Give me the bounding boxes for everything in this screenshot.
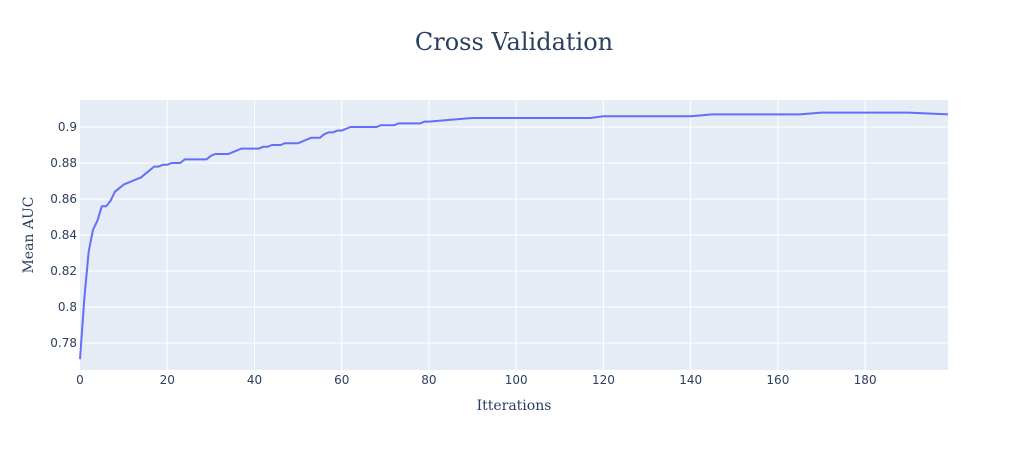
y-tick-label: 0.82: [50, 264, 77, 278]
x-tick-label: 20: [160, 373, 175, 387]
x-tick-label: 140: [679, 373, 702, 387]
x-tick-label: 60: [334, 373, 349, 387]
y-tick-label: 0.8: [58, 300, 77, 314]
y-tick-label: 0.9: [58, 120, 77, 134]
y-tick-label: 0.78: [50, 336, 77, 350]
x-tick-label: 120: [592, 373, 615, 387]
x-tick-label: 100: [505, 373, 528, 387]
y-tick-label: 0.86: [50, 192, 77, 206]
x-tick-label: 160: [766, 373, 789, 387]
x-tick-label: 0: [76, 373, 84, 387]
y-axis-title: Mean AUC: [21, 196, 37, 273]
x-tick-label: 40: [247, 373, 262, 387]
series-line: [79, 111, 949, 360]
y-tick-label: 0.88: [50, 156, 77, 170]
x-tick-labels: 0 20 40 60 80 100 120 140 160 180: [76, 373, 876, 387]
chart-title: Cross Validation: [415, 28, 613, 56]
y-gridlines: [80, 126, 948, 344]
y-tick-label: 0.84: [50, 228, 77, 242]
x-tick-label: 180: [854, 373, 877, 387]
x-axis-title: Itterations: [477, 398, 552, 414]
x-tick-label: 80: [421, 373, 436, 387]
y-tick-labels: 0.78 0.8 0.82 0.84 0.86 0.88 0.9: [50, 120, 77, 350]
